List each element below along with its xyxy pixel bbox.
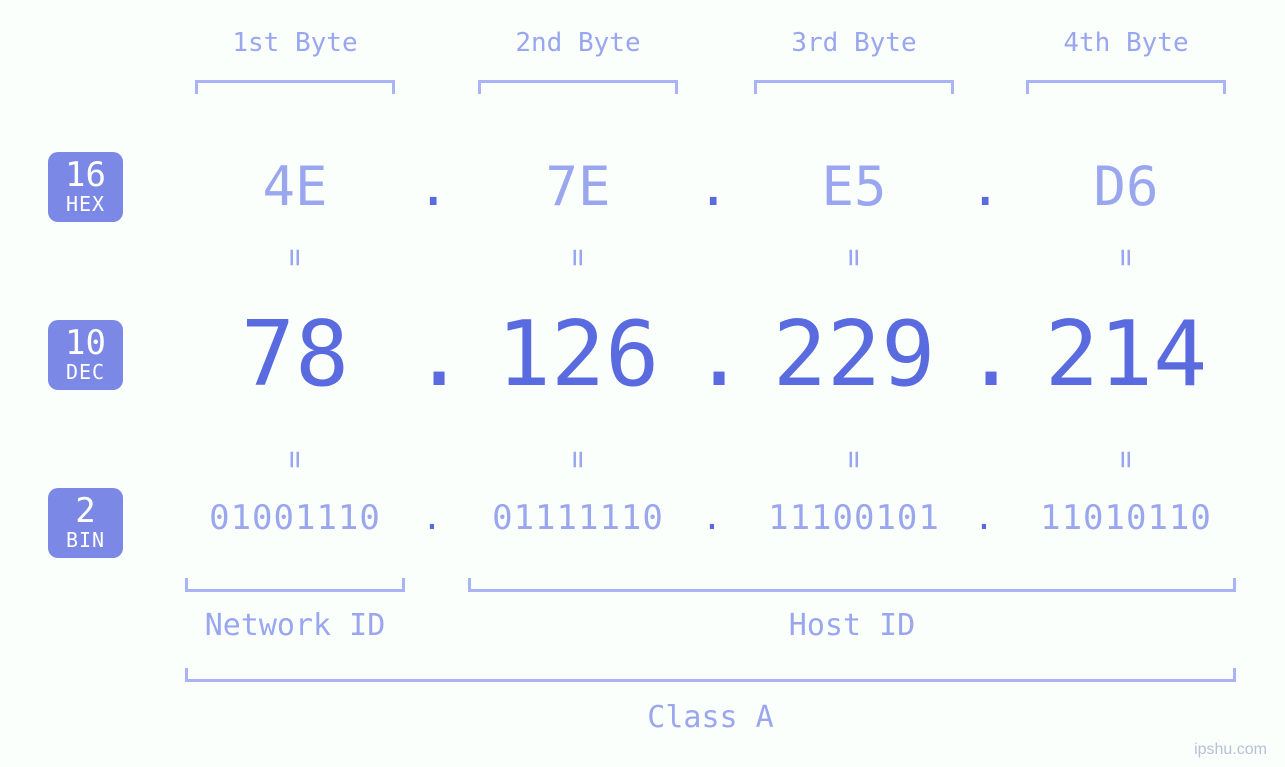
- host-id-label: Host ID: [732, 608, 972, 643]
- host-id-bracket: [468, 578, 1236, 592]
- bin-dot-2: .: [972, 498, 996, 538]
- bin-byte-1: 01111110: [458, 498, 698, 538]
- hex-dot-0: .: [417, 155, 447, 218]
- eq-hex-dec-0: =: [278, 243, 313, 273]
- eq-hex-dec-3: =: [1109, 243, 1144, 273]
- dec-badge-label: DEC: [66, 362, 105, 382]
- dec-dot-0: .: [412, 302, 452, 407]
- bin-byte-0: 01001110: [175, 498, 415, 538]
- byte-header: 3rd Byte: [754, 28, 954, 58]
- bin-badge-label: BIN: [66, 530, 105, 550]
- dec-byte-0: 78: [165, 302, 425, 407]
- eq-hex-dec-2: =: [837, 243, 872, 273]
- network-id-bracket: [185, 578, 405, 592]
- byte-header: 1st Byte: [195, 28, 395, 58]
- network-id-label: Network ID: [175, 608, 415, 643]
- bin-byte-2: 11100101: [734, 498, 974, 538]
- byte-header: 2nd Byte: [478, 28, 678, 58]
- hex-badge-label: HEX: [66, 194, 105, 214]
- dec-dot-1: .: [692, 302, 732, 407]
- bin-dot-1: .: [700, 498, 724, 538]
- byte-top-bracket: [195, 80, 395, 94]
- hex-byte-1: 7E: [498, 155, 658, 218]
- class-bracket: [185, 668, 1236, 682]
- hex-byte-3: D6: [1046, 155, 1206, 218]
- bin-byte-3: 11010110: [1006, 498, 1246, 538]
- eq-dec-bin-1: =: [561, 445, 596, 475]
- eq-hex-dec-1: =: [561, 243, 596, 273]
- dec-dot-2: .: [964, 302, 1004, 407]
- dec-byte-3: 214: [996, 302, 1256, 407]
- byte-header: 4th Byte: [1026, 28, 1226, 58]
- eq-dec-bin-0: =: [278, 445, 313, 475]
- bin-badge: 2BIN: [48, 488, 123, 558]
- hex-byte-0: 4E: [215, 155, 375, 218]
- hex-badge: 16HEX: [48, 152, 123, 222]
- hex-dot-1: .: [697, 155, 727, 218]
- class-label: Class A: [591, 700, 831, 735]
- dec-badge-base: 10: [65, 326, 106, 360]
- dec-byte-1: 126: [448, 302, 708, 407]
- byte-top-bracket: [478, 80, 678, 94]
- watermark: ipshu.com: [1194, 741, 1267, 759]
- bin-badge-base: 2: [75, 494, 95, 528]
- byte-top-bracket: [754, 80, 954, 94]
- hex-badge-base: 16: [65, 158, 106, 192]
- eq-dec-bin-2: =: [837, 445, 872, 475]
- eq-dec-bin-3: =: [1109, 445, 1144, 475]
- dec-byte-2: 229: [724, 302, 984, 407]
- bin-dot-0: .: [420, 498, 444, 538]
- hex-byte-2: E5: [774, 155, 934, 218]
- hex-dot-2: .: [969, 155, 999, 218]
- dec-badge: 10DEC: [48, 320, 123, 390]
- byte-top-bracket: [1026, 80, 1226, 94]
